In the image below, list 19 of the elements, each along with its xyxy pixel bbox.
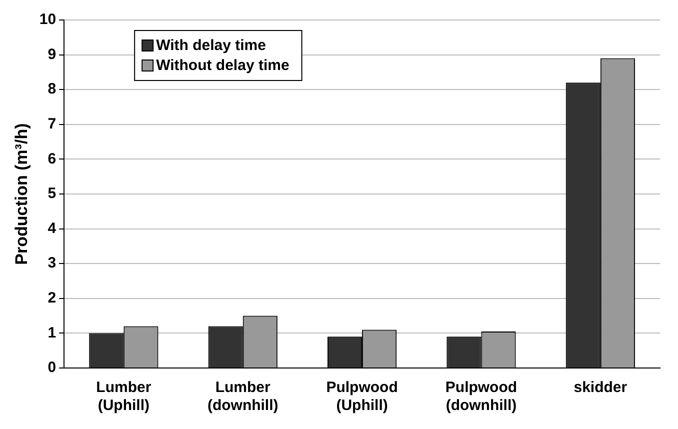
y-tick-label: 4 bbox=[48, 220, 57, 237]
legend-label: Without delay time bbox=[156, 57, 290, 74]
x-tick-label: skidder bbox=[574, 379, 628, 396]
y-axis-title: Production (m³/h) bbox=[12, 123, 31, 265]
y-tick-label: 3 bbox=[48, 254, 56, 272]
legend-label: With delay time bbox=[156, 37, 266, 54]
y-tick-label: 2 bbox=[48, 290, 56, 307]
x-tick-label: Pulpwood (downhill) bbox=[445, 379, 518, 414]
y-tick-label: 0 bbox=[48, 359, 56, 376]
y-tick-label: 8 bbox=[48, 80, 56, 98]
y-tick-label: 7 bbox=[48, 116, 56, 133]
y-tick-label: 6 bbox=[48, 150, 56, 168]
y-tick-label: 5 bbox=[48, 185, 56, 202]
x-tick-label: Pulpwood (Uphill) bbox=[326, 379, 398, 414]
x-tick-label: Lumber (Uphill) bbox=[96, 379, 152, 414]
y-tick-label: 10 bbox=[39, 11, 56, 28]
x-tick-label: Lumber (downhill) bbox=[207, 379, 278, 414]
y-tick-label: 9 bbox=[48, 46, 56, 63]
y-tick-label: 1 bbox=[48, 324, 56, 342]
